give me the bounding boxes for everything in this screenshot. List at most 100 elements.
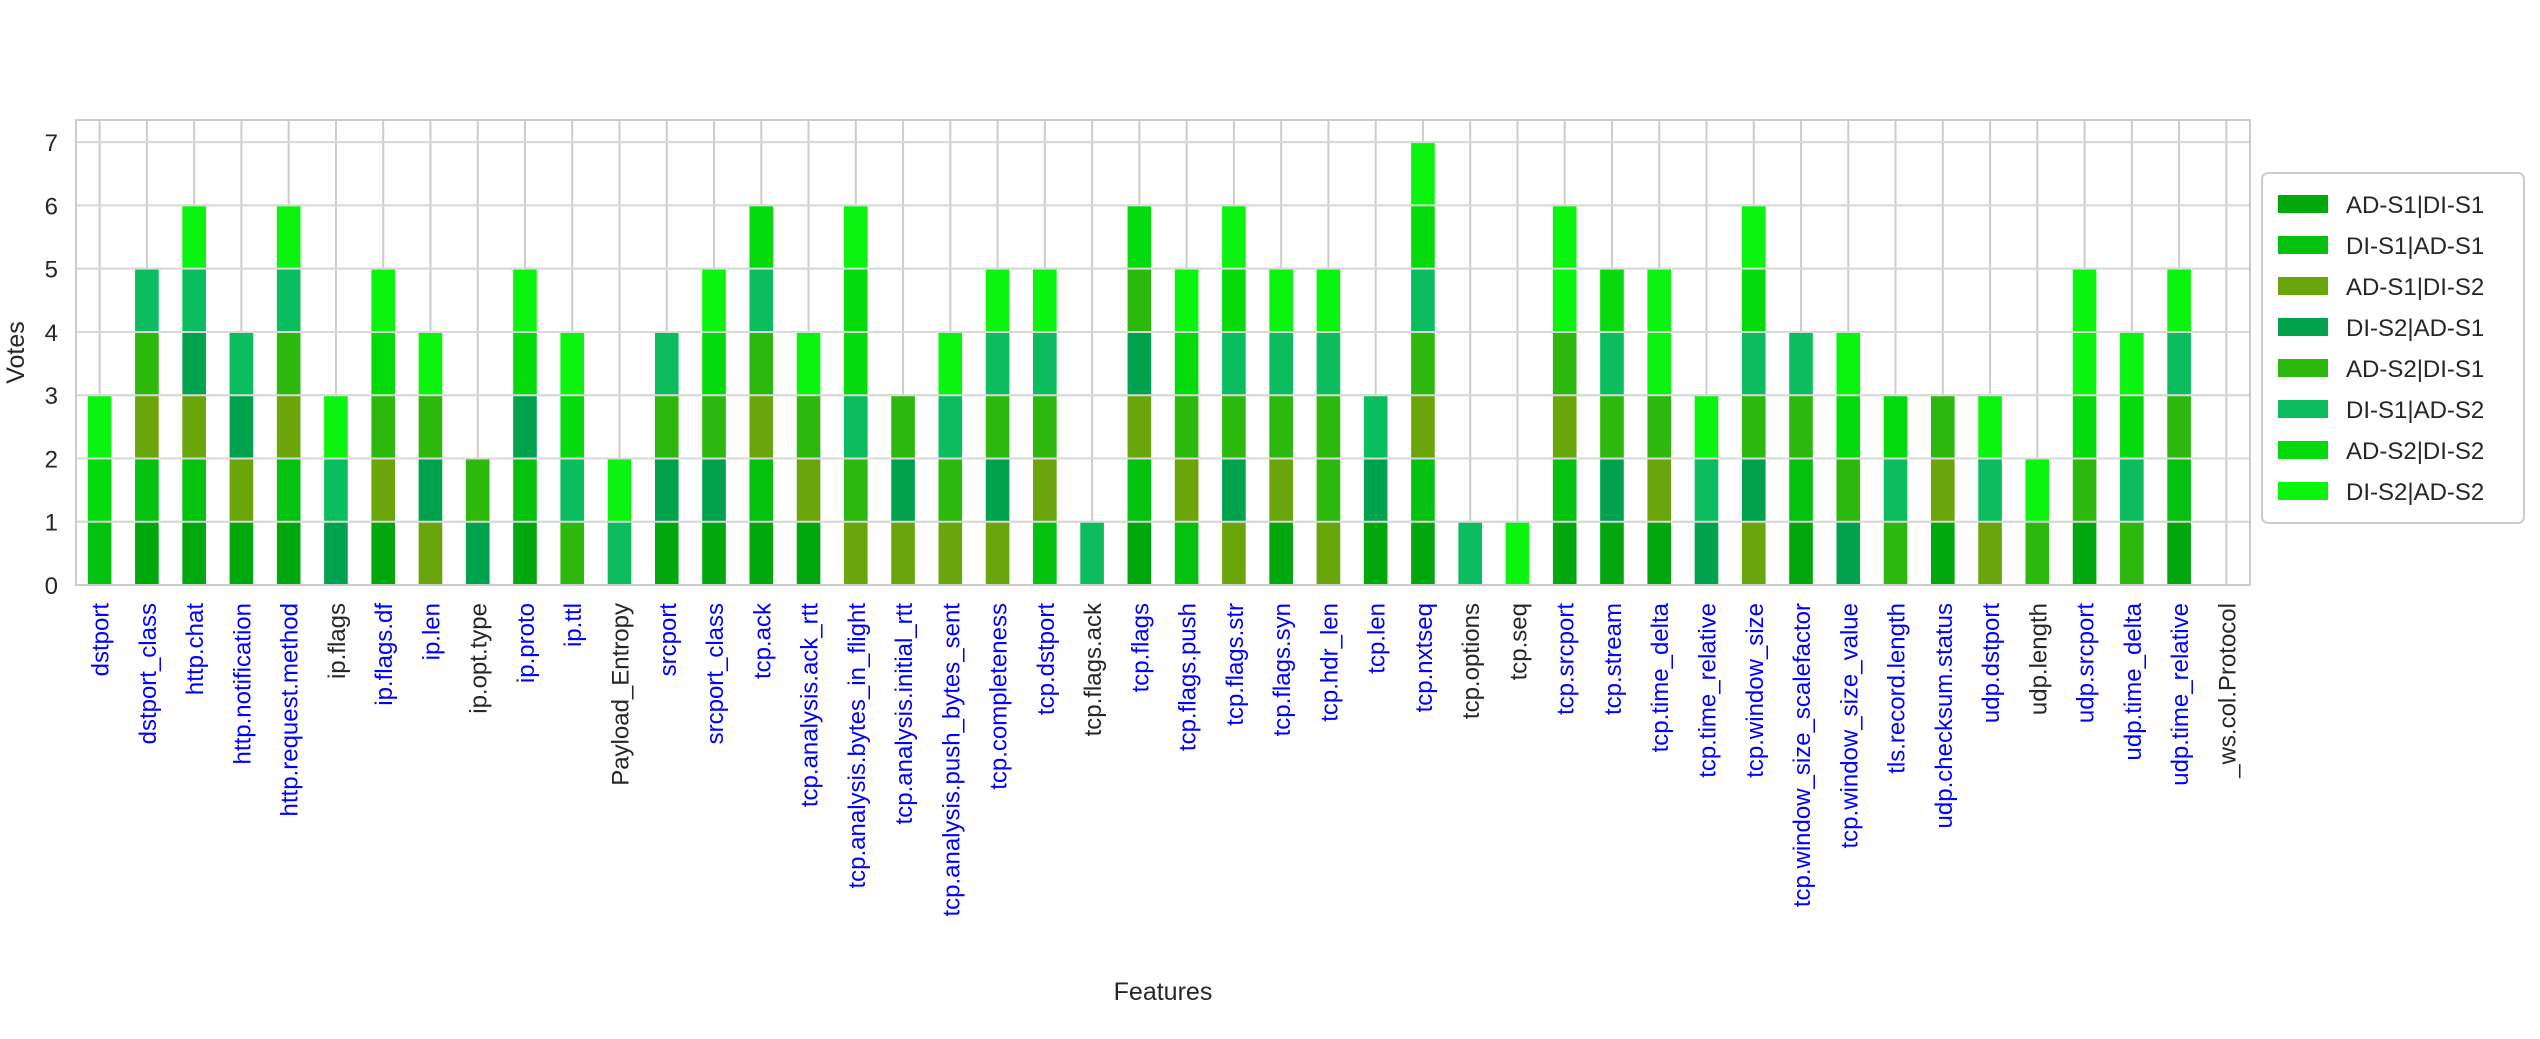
bar-segment bbox=[1127, 521, 1152, 585]
bar-segment bbox=[1741, 331, 1766, 396]
bar-segment bbox=[654, 331, 679, 396]
bar-segment bbox=[1222, 331, 1246, 396]
bar-segment bbox=[1269, 521, 1293, 585]
bar-segment bbox=[1930, 458, 1955, 522]
legend-swatch bbox=[2278, 441, 2328, 459]
bar-segment bbox=[276, 458, 301, 522]
bar-segment bbox=[1836, 458, 1861, 522]
bar-segment bbox=[229, 521, 254, 585]
bar-segment bbox=[135, 395, 159, 459]
bar-segment bbox=[1978, 458, 2002, 522]
bar-segment bbox=[1741, 205, 1766, 269]
bar-segment bbox=[2072, 458, 2097, 522]
legend-entry: AD-S1|DI-S2 bbox=[2346, 274, 2484, 301]
x-tick-label: tcp.options bbox=[1458, 603, 1485, 719]
x-tick-label: Payload_Entropy bbox=[608, 603, 635, 786]
bar-segment bbox=[135, 458, 159, 522]
bar-segment bbox=[1316, 521, 1341, 585]
bar-segment bbox=[1552, 521, 1577, 585]
bar-segment bbox=[1316, 268, 1341, 332]
x-tick-label: tcp.flags.push bbox=[1175, 603, 1202, 751]
bar-segment bbox=[324, 521, 348, 585]
bar-segment bbox=[1600, 331, 1624, 396]
legend-entry: AD-S2|DI-S1 bbox=[2346, 356, 2484, 383]
y-tick-label: 3 bbox=[45, 383, 58, 410]
bar-segment bbox=[2167, 521, 2191, 585]
bar-segment bbox=[1552, 395, 1577, 459]
plot-frame bbox=[75, 119, 2251, 586]
x-tick-label: tcp.flags bbox=[1127, 603, 1154, 692]
bar-segment bbox=[1741, 521, 1766, 585]
bar-segment bbox=[1411, 142, 1435, 206]
bar-segment bbox=[182, 205, 206, 269]
bar-segment bbox=[1552, 331, 1577, 396]
bar-segment bbox=[1694, 395, 1719, 459]
x-tick-label: tcp.flags.ack bbox=[1080, 602, 1107, 736]
x-tick-label: udp.dstport bbox=[1978, 603, 2005, 723]
x-tick-label: tcp.srcport bbox=[1553, 603, 1580, 715]
bar-segment bbox=[87, 458, 112, 522]
bar-segment bbox=[1269, 458, 1293, 522]
x-tick-label: tcp.time_relative bbox=[1695, 603, 1722, 778]
bar-segment bbox=[938, 521, 963, 585]
bar-segment bbox=[1883, 458, 1908, 522]
bar-segment bbox=[749, 521, 774, 585]
bar-segment bbox=[607, 458, 632, 522]
x-tick-label: ip.opt.type bbox=[466, 603, 493, 714]
bar-segment bbox=[371, 458, 396, 522]
x-tick-label: _ws.col.Protocol bbox=[2214, 603, 2241, 779]
bar-segment bbox=[1978, 521, 2002, 585]
bar-segment bbox=[1647, 521, 1672, 585]
y-tick-label: 5 bbox=[45, 257, 58, 284]
legend-swatch bbox=[2278, 236, 2328, 254]
x-tick-label: http.notification bbox=[229, 603, 256, 764]
bar-segment bbox=[560, 331, 585, 396]
bar-segment bbox=[2167, 268, 2191, 332]
bar-segment bbox=[1127, 205, 1152, 269]
bar-segment bbox=[182, 395, 206, 459]
x-tick-label: tcp.analysis.bytes_in_flight bbox=[844, 603, 871, 889]
bar-segment bbox=[229, 331, 254, 396]
bar-segment bbox=[1741, 458, 1766, 522]
bar-segment bbox=[1127, 458, 1152, 522]
bar-segment bbox=[1411, 395, 1435, 459]
bar-segment bbox=[985, 458, 1010, 522]
x-tick-label: tcp.completeness bbox=[986, 603, 1013, 790]
bar-segment bbox=[371, 268, 396, 332]
bar-stacks bbox=[87, 142, 2191, 585]
bar-segment bbox=[2167, 331, 2191, 396]
x-tick-label: udp.time_relative bbox=[2167, 603, 2194, 786]
legend-swatch bbox=[2278, 400, 2328, 418]
bar-segment bbox=[654, 395, 679, 459]
bar-segment bbox=[371, 521, 396, 585]
bar-segment bbox=[465, 458, 490, 522]
bar-segment bbox=[513, 268, 537, 332]
bar-segment bbox=[1789, 458, 1813, 522]
legend-swatch bbox=[2278, 195, 2328, 213]
bar-segment bbox=[229, 395, 254, 459]
bar-segment bbox=[513, 395, 537, 459]
bar-segment bbox=[796, 521, 821, 585]
bar-segment bbox=[1694, 521, 1719, 585]
bar-segment bbox=[796, 395, 821, 459]
bar-segment bbox=[749, 205, 774, 269]
bar-segment bbox=[276, 395, 301, 459]
bar-segment bbox=[87, 395, 112, 459]
bar-segment bbox=[702, 395, 726, 459]
bar-segment bbox=[2025, 458, 2050, 522]
bar-segment bbox=[2120, 395, 2144, 459]
x-tick-labels: dstport dstport_class http.chat http.notifi… bbox=[88, 602, 2242, 917]
bar-segment bbox=[1647, 395, 1672, 459]
bar-segment bbox=[1174, 331, 1199, 396]
bar-segment bbox=[1789, 331, 1813, 396]
bar-segment bbox=[654, 458, 679, 522]
bar-segment bbox=[560, 458, 585, 522]
x-tick-label: tls.record.length bbox=[1884, 603, 1911, 774]
bar-segment bbox=[1836, 395, 1861, 459]
legend: AD-S1|DI-S1 DI-S1|AD-S1 AD-S1|DI-S2 DI-S2|A… bbox=[2261, 172, 2525, 524]
legend-swatch bbox=[2278, 318, 2328, 336]
y-tick-label: 2 bbox=[45, 446, 58, 473]
bar-segment bbox=[938, 331, 963, 396]
bar-segment bbox=[135, 268, 159, 332]
legend-swatch bbox=[2278, 277, 2328, 295]
